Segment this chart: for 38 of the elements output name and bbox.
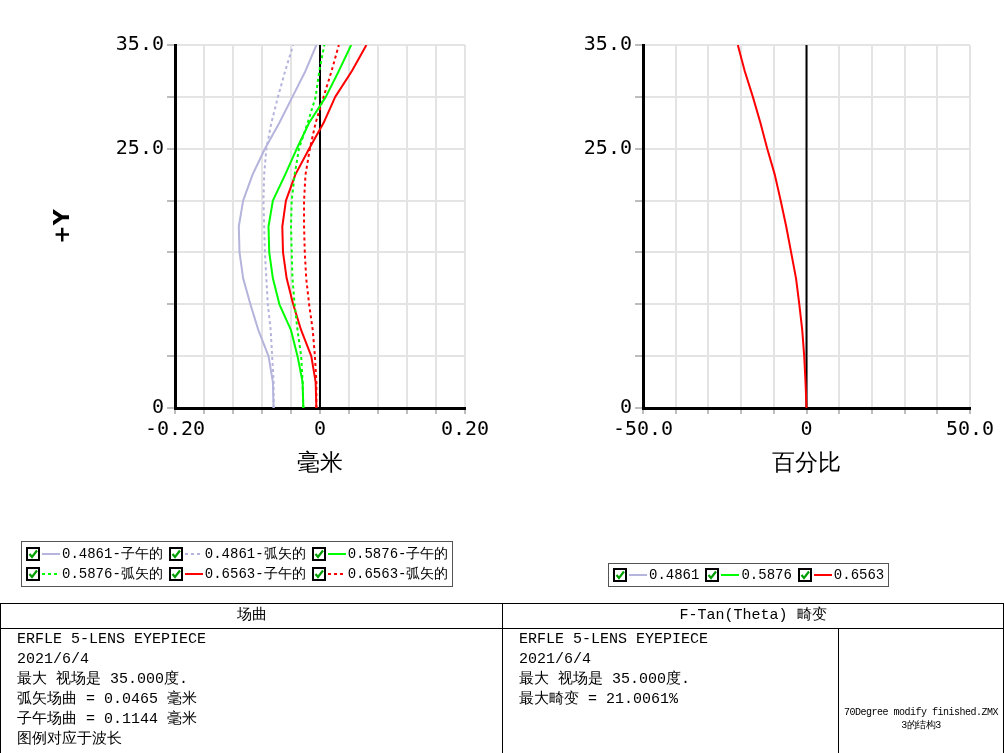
x-tick-label: 0: [800, 416, 813, 441]
x-tick-label: 0: [313, 416, 327, 441]
text: ERFLE 5-LENS EYEPIECE: [519, 630, 710, 650]
legend-label: 0.6563: [833, 567, 885, 583]
y-tick-label: 0: [619, 394, 632, 419]
text: 2021/6/4: [519, 650, 592, 670]
legend-label: 0.5876: [741, 567, 792, 583]
legend-label: 0.6563-子午的: [204, 565, 306, 583]
legend-label: 0.5876-子午的: [347, 545, 449, 563]
legend-label: 0.5876-弧矢的: [62, 565, 163, 583]
x-tick-label: 50.0: [945, 416, 995, 441]
text: 2021/6/4: [17, 650, 90, 670]
legend-label: 0.4861-弧矢的: [204, 545, 306, 563]
text: F-Tan(Theta) 畸变: [503, 604, 1003, 628]
y-tick-label: 0: [151, 394, 164, 419]
x-tick-label: -50.0: [612, 416, 674, 441]
y-tick-label: 25.0: [583, 134, 632, 159]
y-tick-label: 25.0: [115, 134, 164, 159]
y-tick-label: 35.0: [115, 31, 164, 56]
x-axis-title: 毫米: [297, 449, 343, 476]
legend-label: 0.6563-弧矢的: [347, 565, 449, 583]
text: ERFLE 5-LENS EYEPIECE: [17, 630, 208, 650]
legend-label: 0.4861: [649, 567, 700, 583]
text: 弧矢场曲 = 0.0465 毫米: [17, 690, 198, 710]
legend-label: 0.4861-子午的: [62, 545, 163, 563]
text: 最大 视场是 35.000度.: [17, 670, 189, 690]
y-tick-label: 35.0: [583, 31, 632, 56]
y-axis-title: +Y: [48, 208, 74, 244]
text: 3的结构3: [900, 719, 942, 732]
text: 图例对应于波长: [17, 730, 123, 750]
text: 场曲: [1, 604, 502, 628]
text: 最大畸变 = 21.0061%: [519, 690, 680, 710]
text: 最大 视场是 35.000度.: [519, 670, 691, 690]
x-tick-label: -0.20: [144, 416, 206, 441]
text: 70Degree modify finished.ZMX: [843, 706, 999, 719]
text: 子午场曲 = 0.1144 毫米: [17, 710, 198, 730]
x-tick-label: 0.20: [440, 416, 490, 441]
x-axis-title: 百分比: [772, 449, 841, 476]
